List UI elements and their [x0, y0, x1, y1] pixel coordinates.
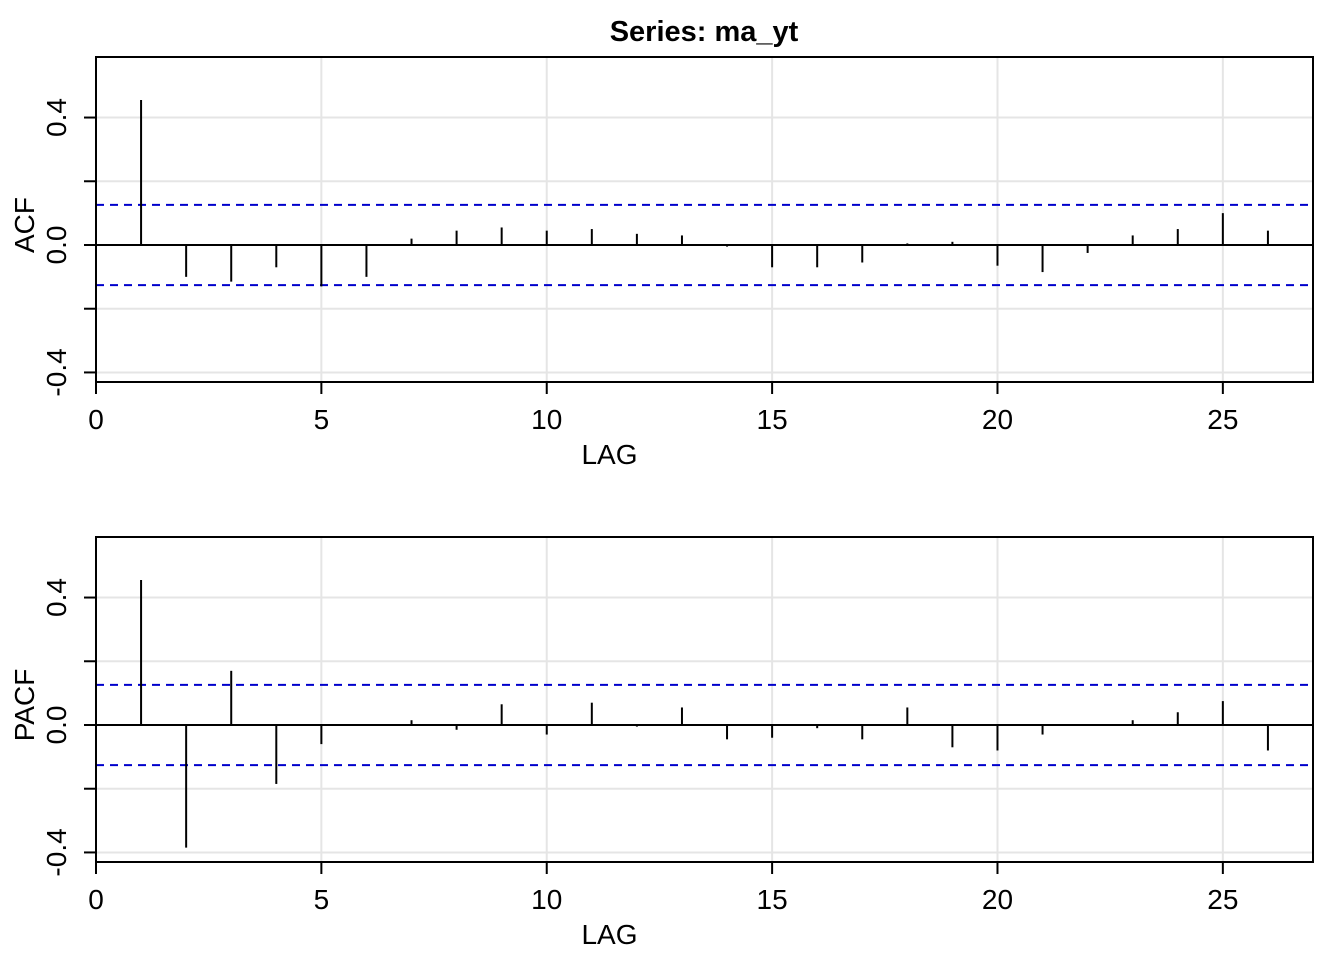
panel-acf: 0 5 10 15 20 25 LAG -0.4 0.0 0.4 ACF [9, 56, 1314, 470]
x-tick-label: 0 [88, 404, 104, 435]
x-tick-label: 5 [314, 404, 330, 435]
figure-title: Series: ma_yt [610, 16, 799, 48]
x-axis-label: LAG [581, 439, 637, 470]
y-tick-label: 0.0 [41, 226, 72, 265]
x-tick-label: 20 [982, 404, 1013, 435]
x-tick-label: 5 [314, 884, 330, 915]
x-axis-label: LAG [581, 919, 637, 950]
y-tick-label: 0.4 [41, 98, 72, 137]
y-tick-label: -0.4 [41, 348, 72, 396]
x-tick-label: 10 [531, 884, 562, 915]
x-tick-label: 20 [982, 884, 1013, 915]
plot-frame [95, 536, 1314, 863]
x-tick-label: 15 [757, 404, 788, 435]
x-tick-label: 10 [531, 404, 562, 435]
y-tick-label: -0.4 [41, 828, 72, 876]
panel-pacf: 0 5 10 15 20 25 LAG -0.4 0.0 0.4 PACF [9, 536, 1314, 950]
plot-frame [95, 56, 1314, 383]
x-tick-label: 25 [1207, 884, 1238, 915]
y-axis-label: PACF [9, 669, 40, 742]
x-tick-label: 25 [1207, 404, 1238, 435]
x-tick-label: 0 [88, 884, 104, 915]
y-tick-label: 0.4 [41, 578, 72, 617]
x-tick-label: 15 [757, 884, 788, 915]
y-axis-label: ACF [9, 197, 40, 253]
y-tick-label: 0.0 [41, 706, 72, 745]
